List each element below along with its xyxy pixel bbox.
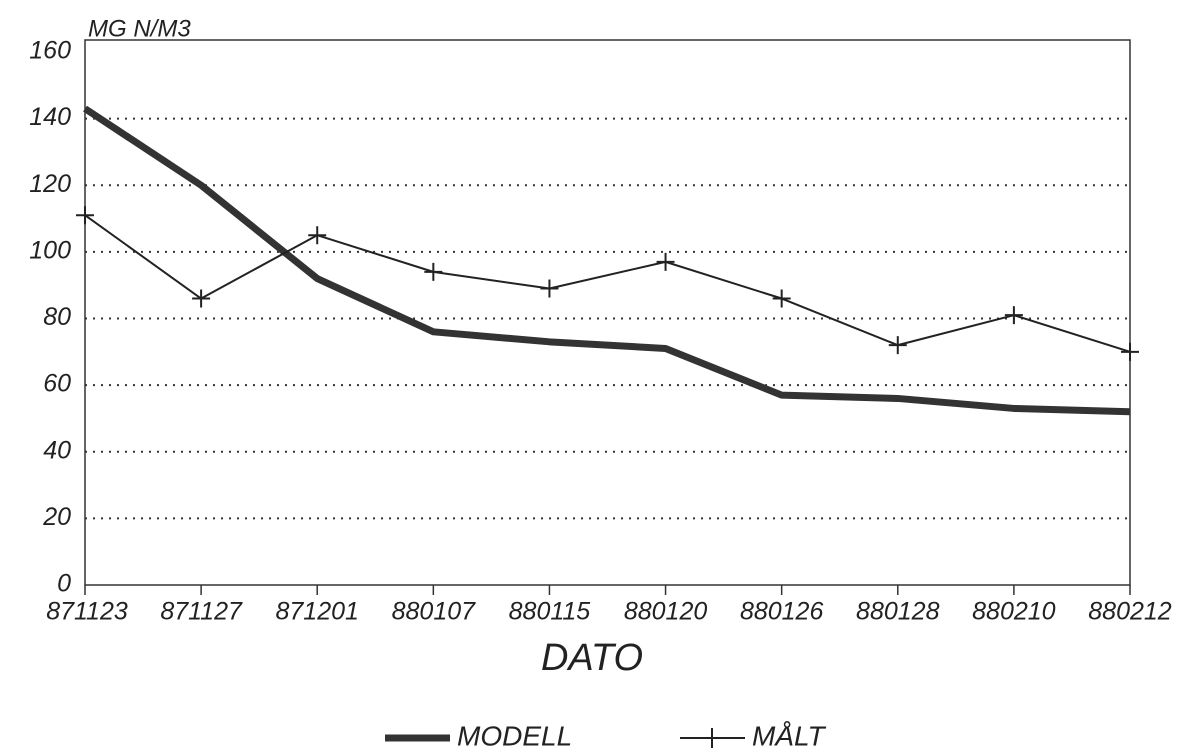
x-tick-label: 871127 [160, 598, 243, 626]
y-tick-label: 0 [57, 570, 71, 598]
y-tick-label: 120 [29, 170, 71, 198]
y-axis-label: MG N/M3 [88, 15, 191, 42]
y-tick-label: 140 [29, 103, 71, 131]
x-axis-label: DATO [541, 637, 643, 679]
legend-label: MÅLT [752, 720, 826, 751]
x-tick-label: 880212 [1088, 598, 1172, 626]
y-tick-label: 100 [29, 236, 71, 264]
y-tick-label: 60 [43, 370, 71, 398]
model-line [83, 105, 1131, 416]
y-tick-label: 40 [43, 436, 71, 464]
y-tick-label: 160 [29, 37, 71, 65]
y-tick-label: 80 [43, 303, 71, 331]
plus-marker [888, 336, 907, 355]
measured-line [84, 214, 1131, 353]
x-tick-label: 871201 [276, 598, 359, 626]
x-tick-label: 880120 [624, 598, 708, 626]
y-tick-label: 20 [42, 503, 71, 531]
plus-marker [1121, 342, 1139, 361]
plus-marker [424, 262, 443, 281]
x-tick-label: 880210 [972, 598, 1056, 626]
plus-marker [772, 289, 791, 308]
plus-marker [540, 279, 559, 298]
plus-marker [308, 226, 327, 245]
plus-marker [1004, 306, 1023, 325]
legend-label: MODELL [457, 720, 572, 751]
plus-marker [192, 289, 211, 308]
x-tick-label: 880107 [392, 598, 477, 626]
x-tick-label: 871123 [46, 598, 128, 626]
plus-marker [656, 252, 675, 271]
x-tick-label: 880115 [509, 598, 591, 626]
x-tick-label: 880126 [740, 598, 824, 626]
x-tick-label: 880128 [856, 598, 940, 626]
plus-marker [76, 206, 94, 225]
plot-frame [84, 39, 1131, 586]
